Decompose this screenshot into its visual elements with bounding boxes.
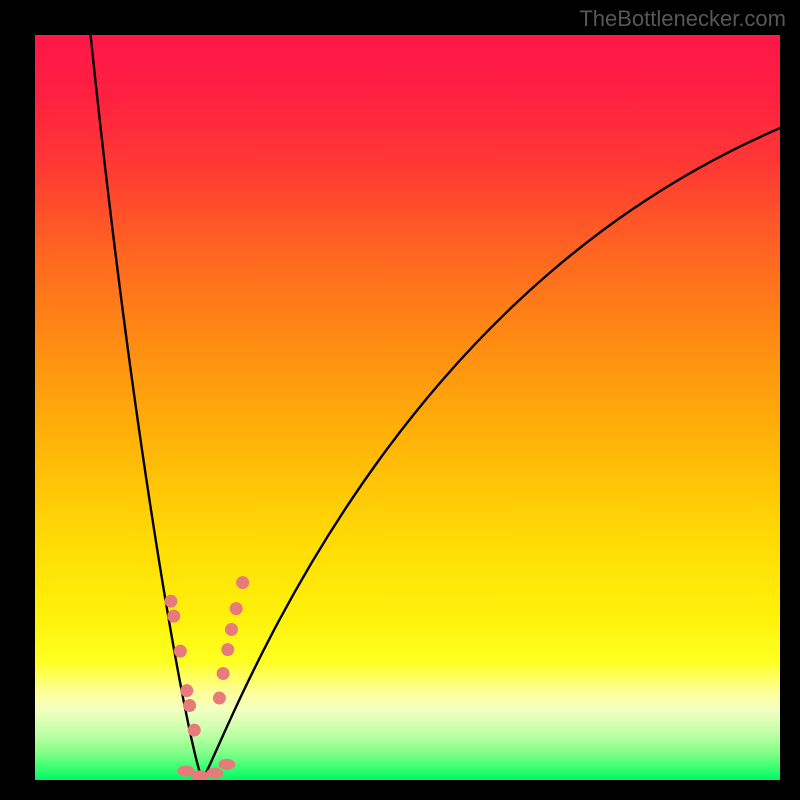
data-marker — [230, 602, 243, 615]
data-marker — [213, 692, 226, 705]
chart-overlay-svg — [35, 35, 780, 780]
data-marker-oval — [206, 768, 223, 779]
data-marker — [221, 643, 234, 656]
watermark-text: TheBottlenecker.com — [579, 6, 786, 32]
data-marker — [188, 724, 201, 737]
data-marker-oval — [218, 759, 235, 770]
plot-area — [35, 35, 780, 780]
data-marker — [217, 667, 230, 680]
canvas-root: TheBottlenecker.com — [0, 0, 800, 800]
data-marker — [236, 576, 249, 589]
data-marker — [174, 645, 187, 658]
data-marker — [164, 595, 177, 608]
v-curve — [89, 35, 780, 780]
data-marker — [225, 623, 238, 636]
data-marker — [167, 610, 180, 623]
data-marker — [180, 684, 193, 697]
data-marker — [183, 699, 196, 712]
